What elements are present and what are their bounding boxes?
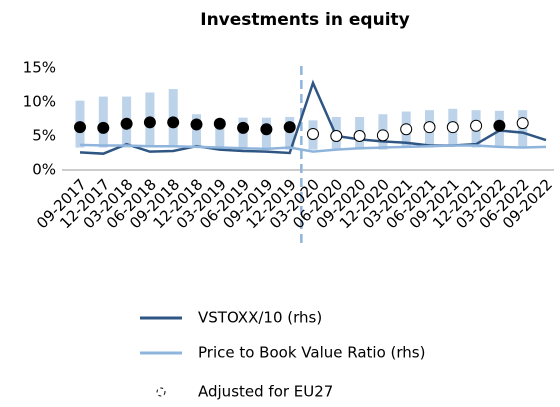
range-bar <box>192 114 201 148</box>
dot <box>237 121 250 134</box>
dot <box>74 121 86 134</box>
legend-label: VSTOXX/10 (rhs) <box>198 309 322 327</box>
dot <box>120 117 133 130</box>
dot <box>376 129 389 142</box>
dot <box>190 118 203 131</box>
dot <box>516 117 529 130</box>
dot <box>260 123 273 136</box>
legend-label: Adjusted for EU27 <box>198 383 333 401</box>
y-tick-label: 15% <box>23 59 56 77</box>
legend-label: Price to Book Value Ratio (rhs) <box>198 344 425 362</box>
dot <box>470 119 483 132</box>
line <box>79 143 547 153</box>
y-tick-label: 10% <box>23 93 56 111</box>
range-bar <box>215 119 225 148</box>
dot <box>213 117 226 130</box>
y-tick-label: 5% <box>32 127 56 145</box>
dot <box>353 130 366 142</box>
dot <box>423 121 436 134</box>
dot <box>307 127 319 140</box>
y-tick-label: 0% <box>32 161 56 179</box>
dot <box>400 123 413 136</box>
dot <box>283 121 296 134</box>
dot <box>330 130 343 142</box>
dot <box>167 116 180 129</box>
dot <box>446 121 459 134</box>
dot <box>97 121 110 134</box>
dot <box>493 119 506 132</box>
chart-title: Investments in equity <box>200 10 409 30</box>
legend-swatch <box>156 387 166 397</box>
dot <box>143 116 156 129</box>
range-bar <box>285 116 295 150</box>
